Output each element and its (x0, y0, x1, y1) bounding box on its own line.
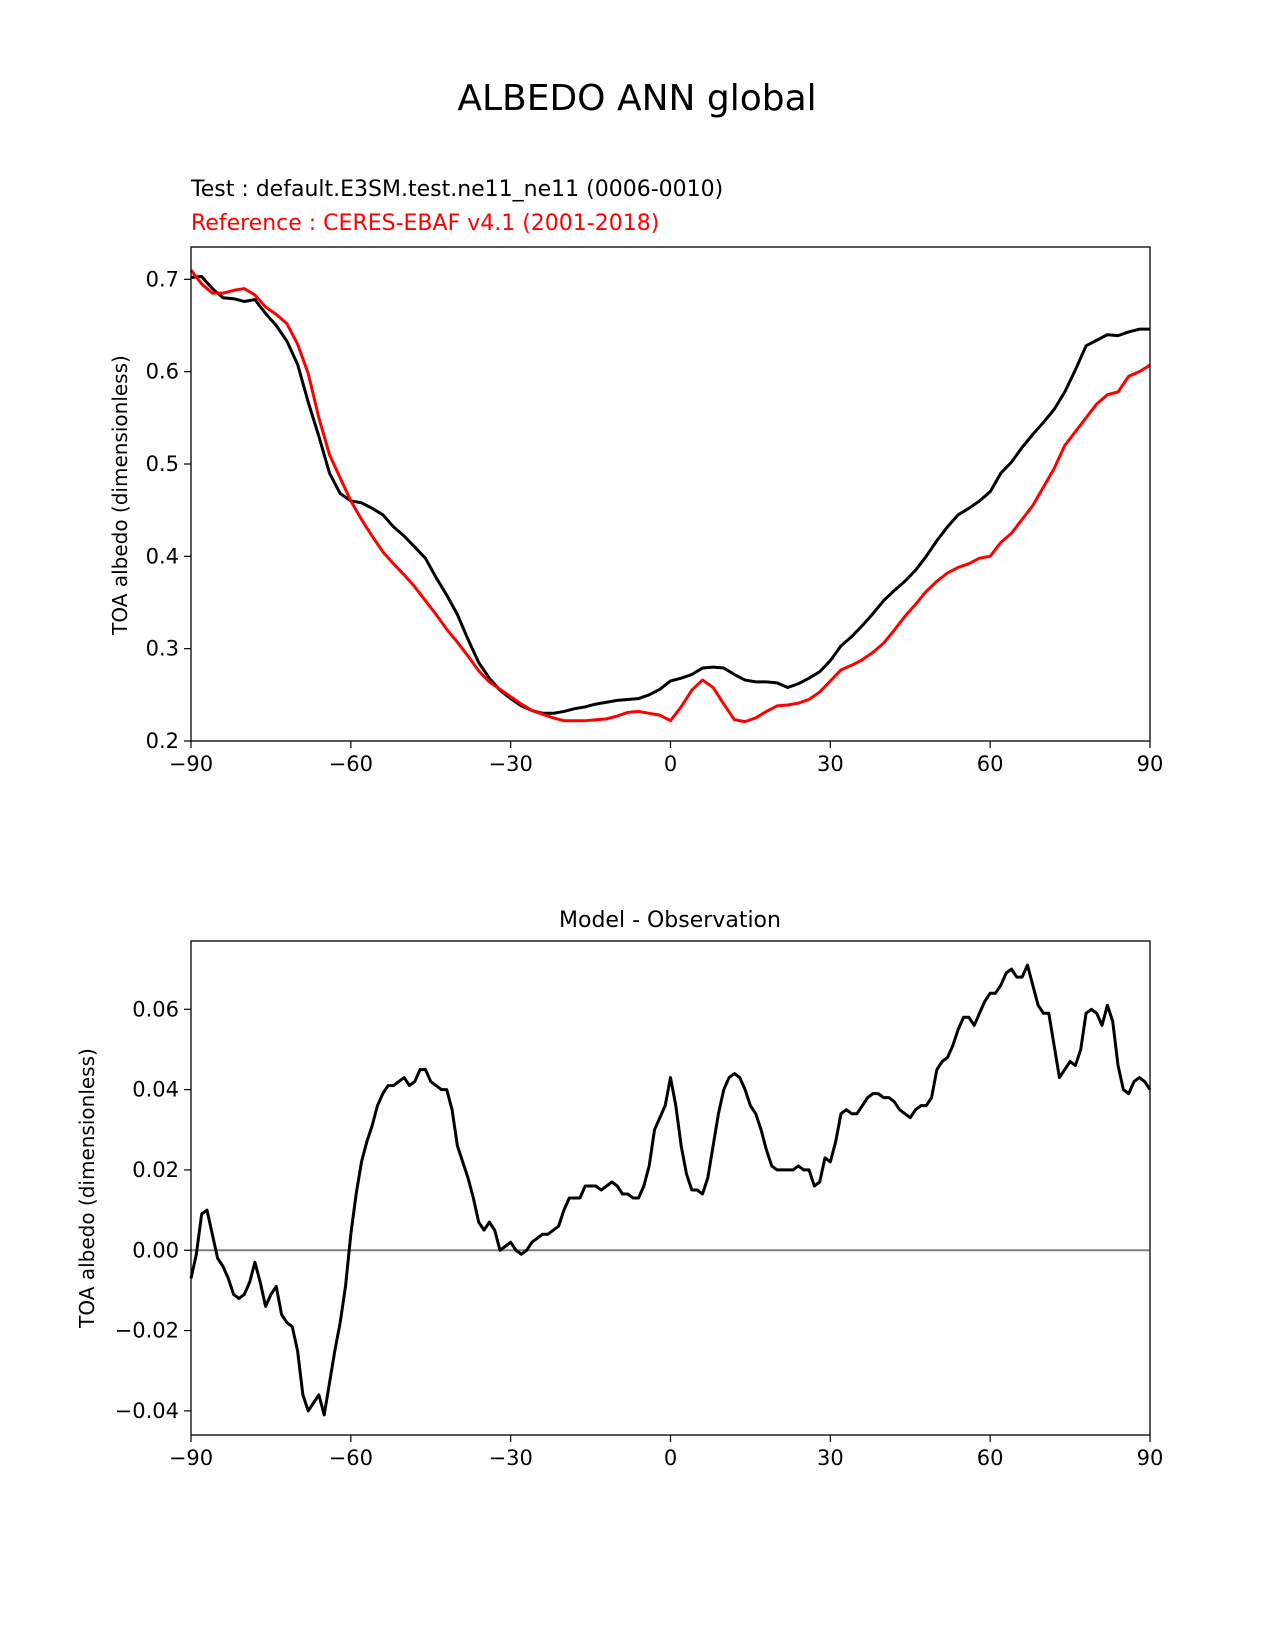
bottom-plot-lines (189, 963, 1152, 1417)
bottom-x-tick-label: 60 (977, 1446, 1004, 1470)
difference-title: Model - Observation (559, 908, 781, 933)
top-y-tick-label: 0.5 (146, 452, 179, 476)
bottom-y-tick-label: 0.02 (132, 1158, 179, 1182)
bottom-y-tick-label: 0.04 (132, 1078, 179, 1102)
bottom-x-tick-label: −90 (169, 1446, 213, 1470)
figure-suptitle: ALBEDO ANN global (457, 78, 816, 119)
top-axis-ticks: −90 −60 −30 0 30 60 90 0.2 0.3 0.4 0.5 0.6 0.7 (146, 267, 1164, 776)
bottom-x-tick-label: 90 (1137, 1446, 1164, 1470)
test-title: Test : default.E3SM.test.ne11_ne11 (0006… (190, 177, 723, 202)
bottom-x-tick-label: −30 (489, 1446, 533, 1470)
top-y-tick-label: 0.6 (146, 360, 179, 384)
bottom-y-tick-label: 0.06 (132, 997, 179, 1021)
top-y-axis-label: TOA albedo (dimensionless) (108, 355, 132, 636)
top-x-tick-label: −90 (169, 752, 213, 776)
top-y-tick-label: 0.7 (146, 267, 179, 291)
bottom-x-tick-label: 0 (664, 1446, 677, 1470)
top-y-tick-label: 0.3 (146, 637, 179, 661)
bottom-y-tick-label: −0.04 (115, 1399, 179, 1423)
bottom-axes-frame (190, 940, 1151, 1436)
top-x-tick-label: −60 (329, 752, 373, 776)
top-x-tick-label: 60 (977, 752, 1004, 776)
bottom-axis-ticks: −90 −60 −30 0 30 60 90 −0.04 −0.02 0.00 0.02 0.04 0.… (115, 997, 1164, 1470)
top-y-tick-label: 0.4 (146, 544, 179, 568)
top-x-tick-label: 90 (1137, 752, 1164, 776)
bottom-y-tick-label: −0.02 (115, 1319, 179, 1343)
top-x-tick-label: 0 (664, 752, 677, 776)
top-axes-frame (190, 246, 1151, 742)
bottom-y-axis-label: TOA albedo (dimensionless) (75, 1048, 99, 1329)
difference-series-line (189, 963, 1152, 1417)
top-x-tick-label: −30 (489, 752, 533, 776)
top-x-tick-label: 30 (817, 752, 844, 776)
bottom-panel: Model - Observation TOA albedo (dimensio… (75, 908, 1163, 1470)
reference-title: Reference : CERES-EBAF v4.1 (2001-2018) (191, 211, 659, 236)
top-panel: Test : default.E3SM.test.ne11_ne11 (0006… (108, 177, 1163, 776)
bottom-x-tick-label: −60 (329, 1446, 373, 1470)
bottom-y-tick-label: 0.00 (132, 1238, 179, 1262)
top-plot-lines (189, 269, 1151, 724)
top-y-tick-label: 0.2 (146, 729, 179, 753)
bottom-x-tick-label: 30 (817, 1446, 844, 1470)
reference-series-line (189, 269, 1151, 724)
